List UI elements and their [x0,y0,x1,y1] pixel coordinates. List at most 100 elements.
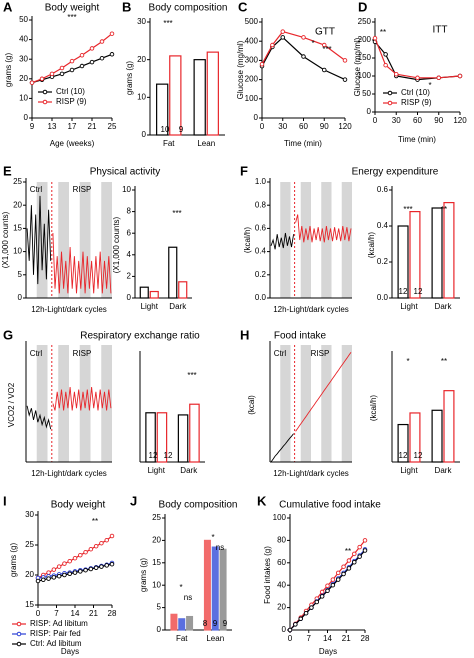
bar [170,613,178,631]
y-tick-label: 25 [152,513,161,522]
panel-label: I [3,493,7,508]
data-point [69,67,75,73]
annotation: 12 [414,451,423,460]
bar [168,246,178,299]
data-point [88,566,94,572]
y-tick-label: 100 [358,71,372,80]
dark-cycle-band [280,345,291,462]
data-point [59,71,65,77]
y-tick-label: 5 [157,603,162,612]
y-tick-label: 10 [19,94,28,103]
y-tick-label: 0.6 [255,224,267,233]
y-tick-label: 20 [137,55,146,64]
y-tick-label: 0 [142,130,147,139]
data-point [322,42,327,48]
chart-title: Respiratory exchange ratio [80,331,200,342]
data-point [280,35,286,40]
x-axis-label: Days [319,647,337,656]
annotation: *** [172,209,181,218]
bar [186,615,194,631]
chart-title: Body weight [45,3,100,14]
x-tick-label: 7 [54,609,59,618]
y-tick-label: 20 [13,200,22,209]
data-point [62,561,67,566]
dark-cycle-band [36,345,48,462]
x-tick-label: 0 [373,116,378,125]
y-axis-label: Food intakes (g) [263,546,272,604]
dark-cycle-band [79,345,91,462]
data-point [89,59,95,65]
annotation: 12 [399,287,408,296]
y-axis-label: Glucose (mg/ml) [353,37,362,96]
legend-marker [42,89,48,95]
y-tick-label: 0.8 [255,200,267,209]
data-point [319,594,325,599]
x-tick-label: 17 [68,122,77,131]
x-tick-label: 0 [260,122,265,131]
series-line [374,41,461,81]
legend-label: Ctrl (10) [401,88,430,97]
data-point [280,29,286,34]
data-point [293,622,298,627]
data-point [394,71,399,77]
annotation: *** [187,371,196,380]
dark-cycle-band [341,182,352,298]
y-tick-label: 0 [254,113,259,122]
data-point [69,58,75,64]
panel-label: G [3,327,13,342]
series-line [270,232,295,250]
data-point [79,63,85,69]
x-tick-label: 30 [278,122,287,131]
bar [169,55,182,136]
y-tick-label: 0.2 [377,257,389,266]
x-tick-label: Dark [435,466,453,475]
legend-label: Ctrl: Ad libitum [30,639,82,648]
annotation: ** [441,357,447,366]
data-point [319,589,325,595]
series-line [295,352,352,432]
y-tick-label: 50 [362,89,371,98]
dark-cycle-band [58,182,69,298]
annotation: 10 [161,125,170,134]
data-point [62,572,67,578]
panel-label: A [3,0,13,14]
y-tick-label: 0 [18,293,23,302]
y-tick-label: 30 [25,510,34,519]
phase-label: RISP [73,349,92,358]
data-point [56,564,62,569]
annotation: * [406,357,409,366]
legend-marker [16,621,22,627]
data-point [78,569,83,574]
y-axis-label: (kcal/h) [243,227,252,254]
data-point [383,52,388,57]
y-tick-label: 15 [13,224,22,233]
data-point [72,570,78,575]
legend-marker [16,631,22,637]
annotation: ** [345,547,351,556]
legend-label: RISP (9) [56,97,87,106]
data-point [346,558,352,563]
bar [156,412,168,463]
data-point [67,571,72,577]
data-point [309,605,314,610]
data-point [109,561,115,567]
x-tick-label: 25 [108,122,117,131]
data-point [322,67,327,73]
data-point [109,31,115,36]
y-tick-label: 50 [19,15,28,24]
legend-label: RISP (9) [401,98,432,107]
y-tick-label: 150 [358,53,372,62]
bar [443,202,455,299]
phase-label: Ctrl [274,349,287,358]
chart-title: GTT [315,27,335,38]
data-point [83,549,88,555]
dark-cycle-band [300,182,311,298]
data-point [335,577,341,582]
data-point [46,570,51,575]
data-point [104,563,109,568]
data-point [89,46,95,51]
dark-cycle-band [36,182,48,298]
y-tick-label: 15 [152,558,161,567]
y-tick-label: 0.4 [255,247,267,256]
y-tick-label: 20 [152,536,161,545]
